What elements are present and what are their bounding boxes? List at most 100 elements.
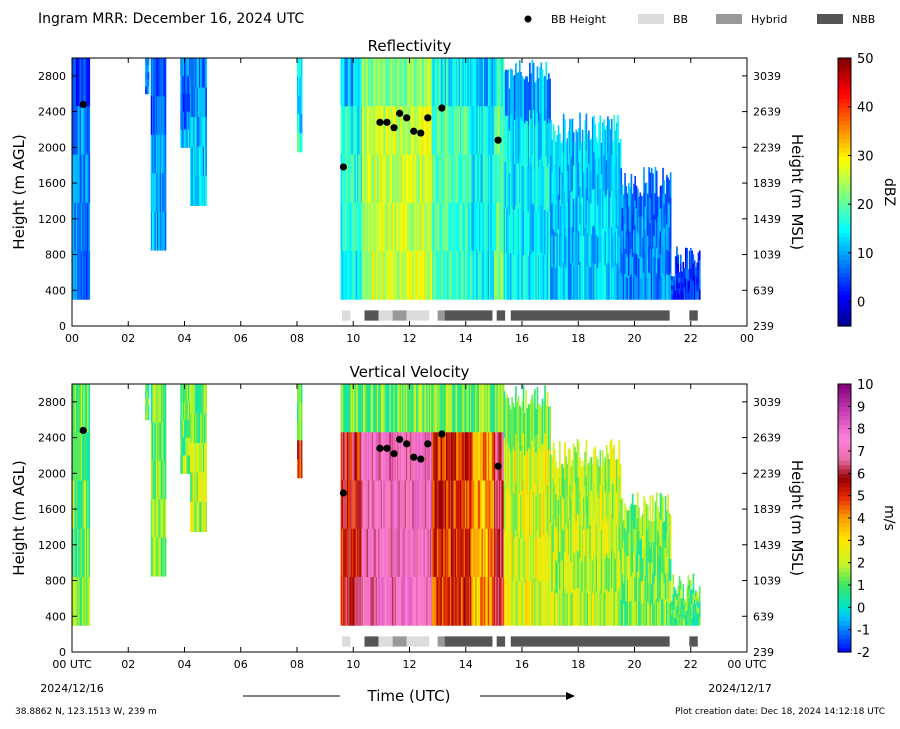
data-cell: [520, 494, 522, 539]
data-cell: [438, 528, 440, 578]
bb-height-point: [383, 118, 391, 126]
data-cell: [362, 432, 365, 481]
data-cell: [157, 537, 159, 577]
data-cell: [549, 581, 551, 626]
data-cell: [193, 87, 196, 118]
data-cell: [692, 281, 695, 291]
data-cell: [667, 572, 669, 600]
data-cell: [500, 480, 502, 530]
data-cell: [369, 432, 371, 481]
data-field: [72, 384, 701, 626]
data-cell: [648, 167, 650, 195]
data-cell: [596, 558, 599, 593]
x-axis-label: Time (UTC): [367, 687, 451, 705]
data-cell: [609, 588, 612, 626]
data-cell: [588, 495, 590, 529]
data-cell: [636, 188, 639, 212]
data-cell: [555, 461, 557, 495]
data-cell: [191, 116, 194, 147]
data-cell: [495, 202, 497, 252]
data-cell: [609, 514, 612, 552]
data-cell: [78, 576, 80, 626]
data-cell: [690, 288, 692, 300]
data-cell: [624, 173, 626, 199]
data-cell: [549, 450, 551, 495]
data-cell: [668, 180, 671, 205]
data-cell: [636, 210, 639, 234]
data-cell: [159, 460, 162, 500]
data-cell: [687, 585, 690, 596]
data-cell: [526, 408, 529, 453]
data-cell: [476, 432, 479, 481]
data-cell: [371, 480, 374, 530]
data-cell: [512, 254, 515, 300]
data-cell: [299, 440, 302, 460]
data-cell: [404, 58, 407, 107]
data-cell: [577, 514, 580, 553]
data-cell: [652, 274, 654, 300]
data-cell: [630, 600, 633, 626]
data-cell: [454, 106, 457, 155]
data-cell: [599, 115, 602, 153]
data-cell: [593, 554, 595, 591]
data-cell: [355, 528, 358, 578]
colorbar-segment: [838, 223, 851, 229]
colorbar-segment: [838, 451, 851, 457]
data-cell: [698, 601, 701, 611]
data-cell: [558, 232, 561, 267]
legend-hybrid-label: Hybrid: [751, 13, 787, 26]
y-axis-label: Height (m AGL): [10, 460, 28, 575]
data-cell: [622, 541, 625, 563]
data-cell: [419, 576, 422, 626]
data-cell: [196, 413, 199, 444]
data-cell: [649, 248, 652, 275]
colorbar-segment: [838, 133, 851, 139]
data-cell: [397, 250, 399, 300]
data-cell: [458, 576, 461, 626]
data-cell: [298, 440, 300, 460]
colorbar-segment: [838, 620, 851, 626]
data-cell: [501, 154, 504, 204]
data-cell: [630, 198, 633, 225]
data-cell: [185, 93, 188, 113]
data-cell: [586, 464, 589, 498]
data-cell: [400, 250, 403, 300]
data-cell: [471, 576, 474, 626]
data-cell: [565, 490, 567, 525]
data-cell: [350, 528, 353, 578]
data-cell: [434, 202, 437, 252]
data-cell: [512, 580, 515, 626]
data-cell: [145, 391, 147, 399]
data-cell: [477, 384, 480, 433]
data-cell: [561, 560, 564, 594]
data-cell: [435, 106, 438, 155]
data-cell: [297, 440, 299, 460]
data-cell: [593, 448, 595, 485]
data-cell: [496, 58, 499, 107]
data-cell: [355, 432, 358, 481]
data-cell: [679, 616, 682, 626]
data-cell: [556, 200, 559, 235]
colorbar-tick-label: 0: [857, 601, 865, 616]
data-cell: [653, 521, 656, 543]
data-cell: [473, 250, 476, 300]
data-cell: [423, 202, 426, 252]
data-cell: [489, 250, 491, 300]
data-cell: [88, 58, 91, 107]
data-cell: [383, 576, 385, 626]
data-cell: [456, 432, 458, 481]
data-cell: [370, 106, 373, 155]
data-cell: [513, 254, 516, 300]
data-cell: [491, 480, 494, 530]
data-cell: [507, 488, 510, 535]
data-cell: [636, 254, 639, 278]
data-cell: [444, 480, 447, 530]
data-cell: [392, 576, 394, 626]
data-cell: [297, 459, 299, 479]
data-cell: [567, 448, 570, 484]
data-cell: [412, 576, 414, 626]
data-cell: [467, 154, 470, 204]
data-cell: [433, 528, 435, 578]
data-cell: [430, 576, 432, 626]
colorbar-segment: [838, 200, 851, 206]
